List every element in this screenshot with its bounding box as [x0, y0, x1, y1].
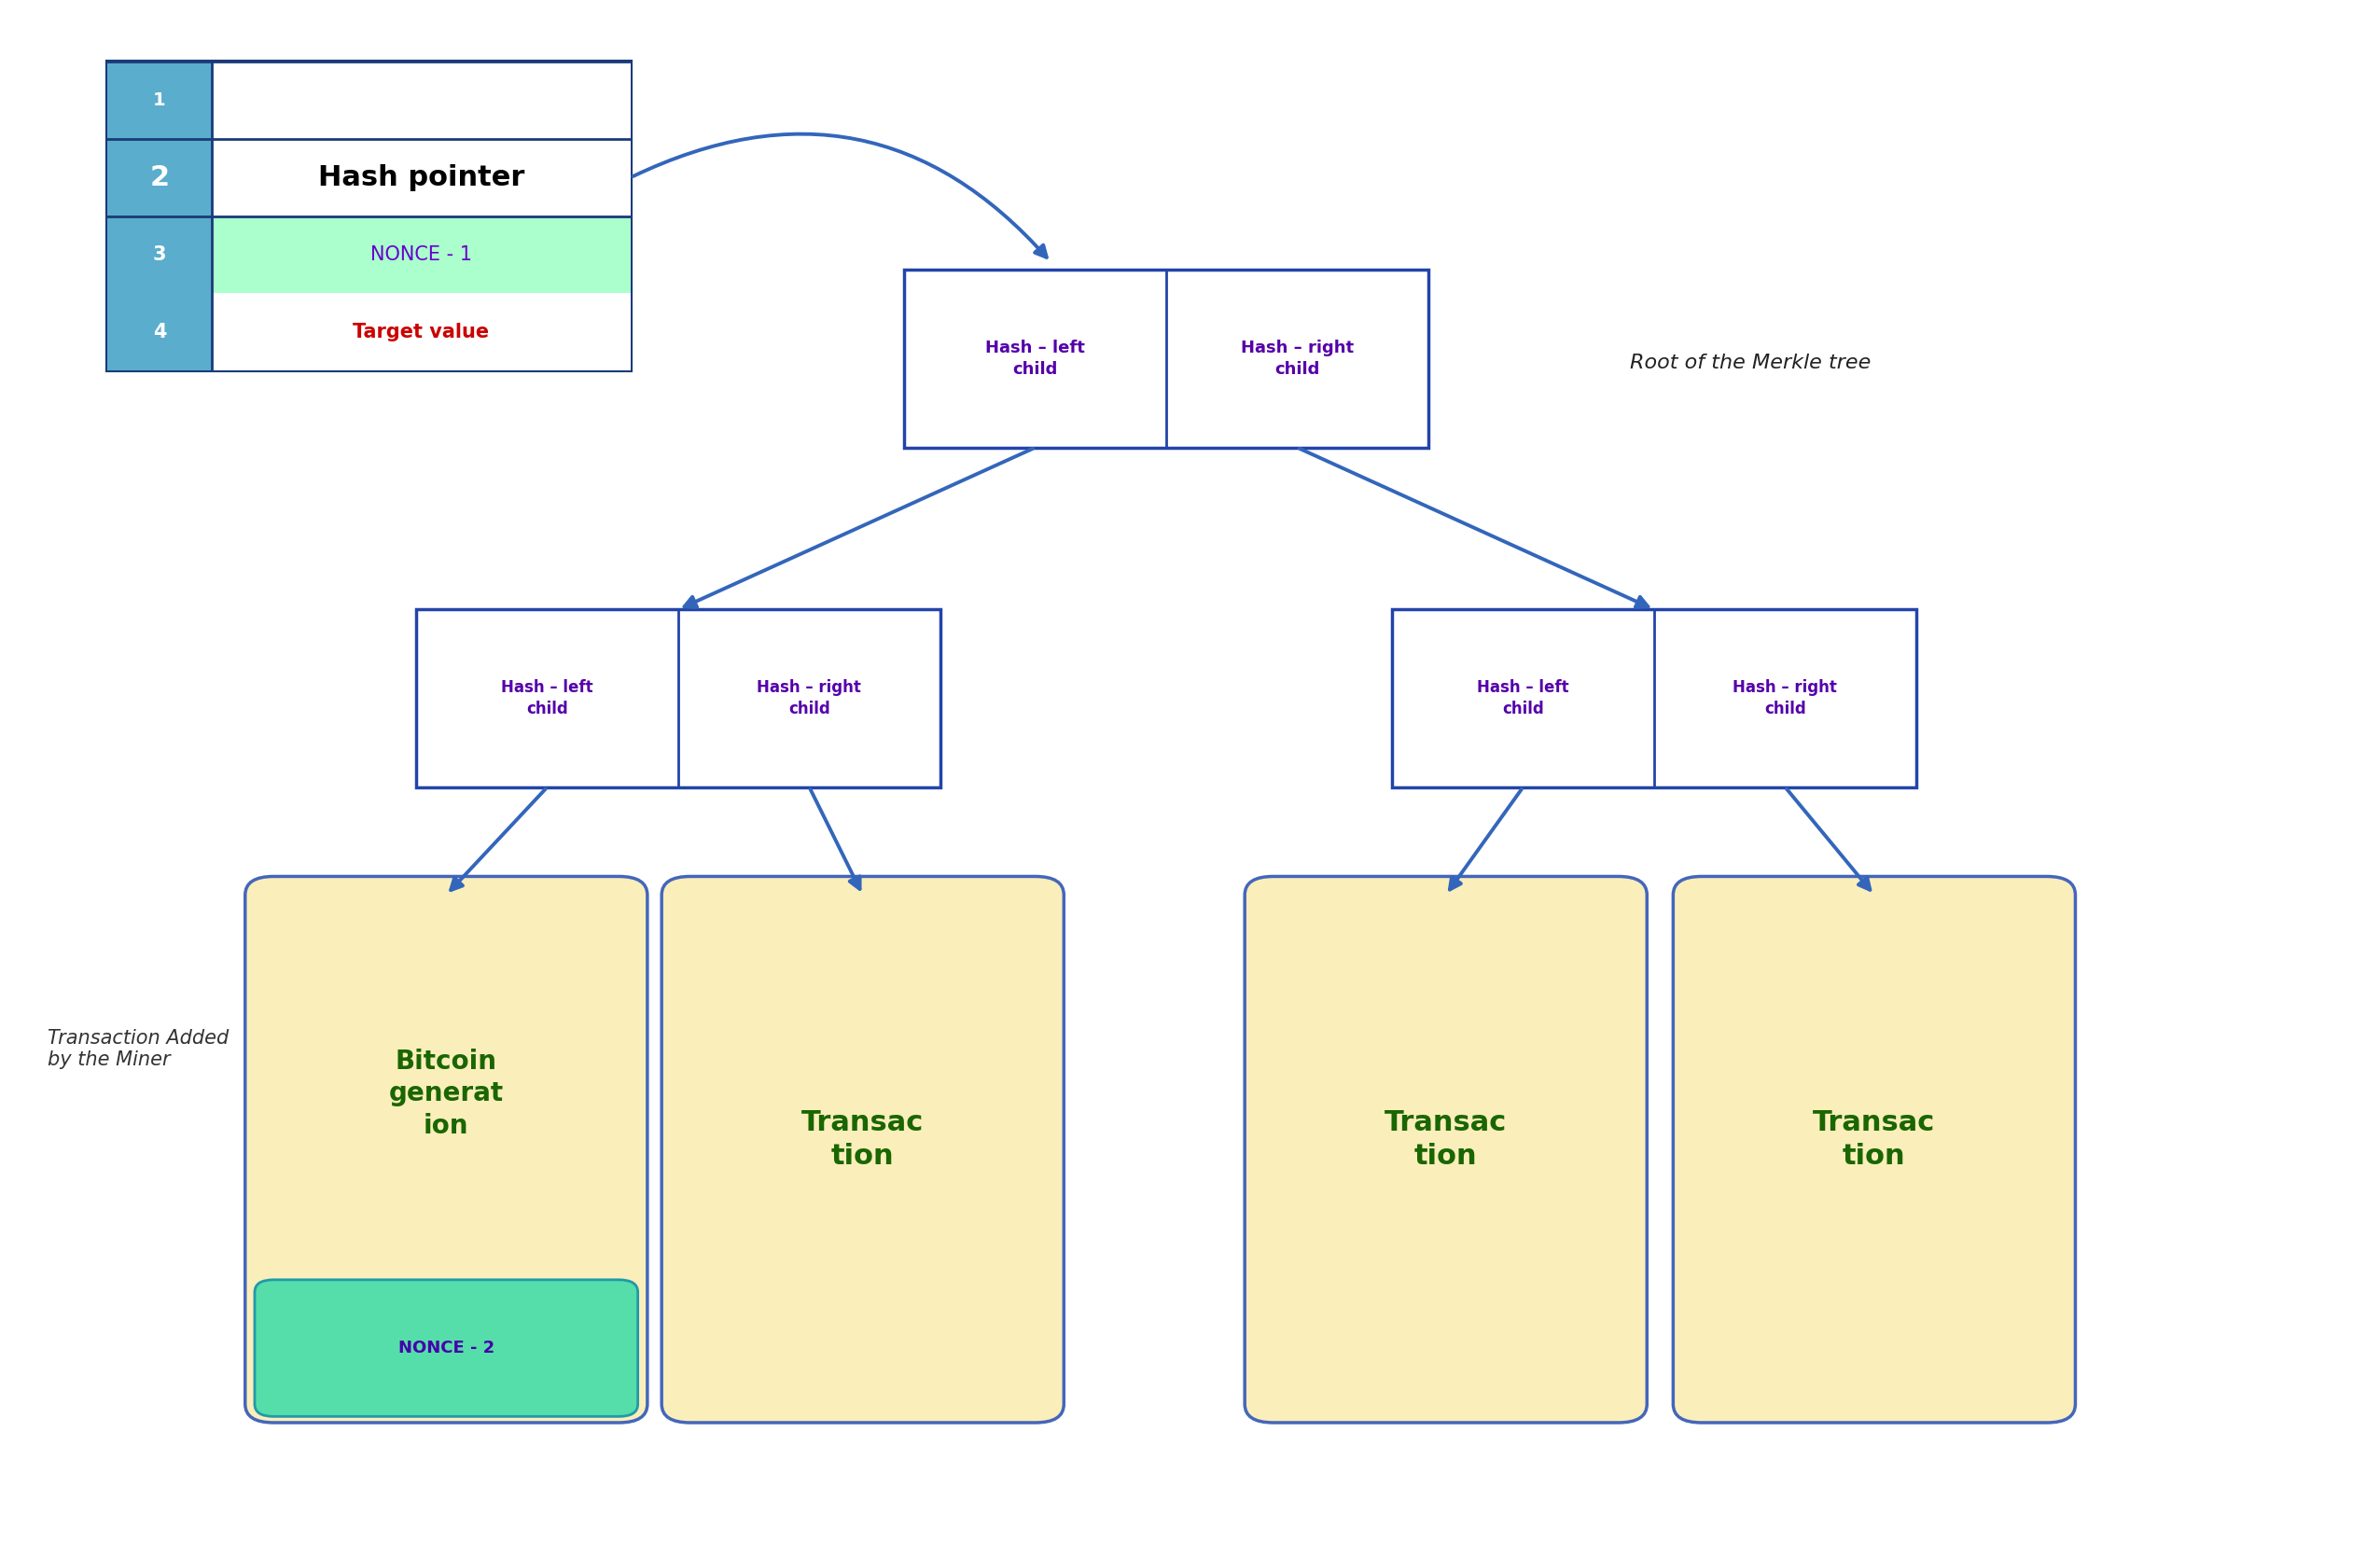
Text: NONCE - 2: NONCE - 2: [397, 1339, 495, 1356]
FancyBboxPatch shape: [1245, 876, 1647, 1423]
FancyBboxPatch shape: [107, 293, 212, 370]
Text: 3: 3: [152, 245, 167, 264]
Text: Transac
tion: Transac tion: [1814, 1109, 1935, 1170]
FancyBboxPatch shape: [107, 62, 212, 139]
Text: NONCE - 1: NONCE - 1: [371, 245, 471, 264]
FancyBboxPatch shape: [255, 1279, 638, 1416]
Text: Hash – right
child: Hash – right child: [1733, 679, 1837, 717]
FancyBboxPatch shape: [416, 609, 940, 787]
Text: Hash – left
child: Hash – left child: [985, 339, 1085, 378]
FancyBboxPatch shape: [212, 139, 631, 216]
Text: Root of the Merkle tree: Root of the Merkle tree: [1630, 353, 1871, 372]
FancyBboxPatch shape: [107, 62, 631, 370]
Text: Transaction Added
by the Miner: Transaction Added by the Miner: [48, 1029, 228, 1069]
FancyBboxPatch shape: [212, 293, 631, 370]
Text: Hash – right
child: Hash – right child: [757, 679, 862, 717]
Text: Target value: Target value: [352, 322, 490, 341]
Text: Transac
tion: Transac tion: [802, 1109, 923, 1170]
FancyBboxPatch shape: [662, 876, 1064, 1423]
Text: 1: 1: [152, 91, 167, 110]
FancyBboxPatch shape: [1392, 609, 1916, 787]
FancyBboxPatch shape: [1673, 876, 2075, 1423]
Text: Hash – left
child: Hash – left child: [502, 679, 593, 717]
FancyBboxPatch shape: [107, 216, 212, 293]
Text: Hash – left
child: Hash – left child: [1478, 679, 1568, 717]
Text: Hash – right
child: Hash – right child: [1240, 339, 1354, 378]
Text: Bitcoin
generat
ion: Bitcoin generat ion: [388, 1048, 505, 1139]
Text: Hash pointer: Hash pointer: [319, 164, 524, 191]
FancyBboxPatch shape: [212, 216, 631, 293]
FancyBboxPatch shape: [107, 139, 212, 216]
Text: Transac
tion: Transac tion: [1385, 1109, 1507, 1170]
FancyBboxPatch shape: [245, 876, 647, 1423]
FancyBboxPatch shape: [212, 62, 631, 139]
FancyBboxPatch shape: [904, 270, 1428, 447]
Text: 4: 4: [152, 322, 167, 341]
Text: 2: 2: [150, 164, 169, 191]
